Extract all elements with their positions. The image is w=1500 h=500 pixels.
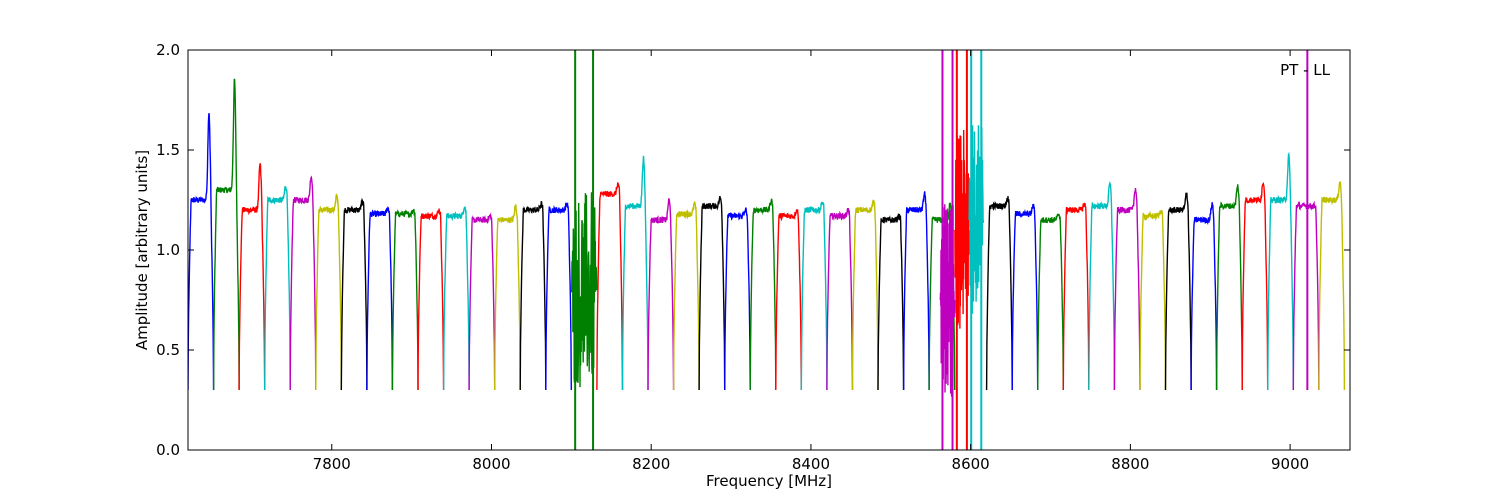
x-tick-label: 7800: [313, 455, 351, 473]
channel-trace: [264, 186, 291, 391]
channel-trace: [724, 207, 751, 391]
channel-trace: [494, 203, 521, 391]
channel-trace: [366, 206, 394, 391]
y-tick-label: 0.0: [156, 441, 180, 459]
channel-trace: [1190, 202, 1218, 391]
channel-trace: [1292, 200, 1320, 391]
channel-trace: [188, 112, 215, 391]
channel-trace: [1113, 188, 1141, 391]
series-layer: [188, 50, 1346, 450]
channel-trace: [1088, 181, 1116, 391]
channel-trace: [340, 197, 368, 391]
channel-trace: [1139, 210, 1167, 391]
x-tick-label: 8000: [472, 455, 510, 473]
y-tick-label: 1.5: [156, 141, 180, 159]
channel-trace: [468, 212, 496, 391]
x-tick-label: 8800: [1111, 455, 1149, 473]
channel-trace: [519, 200, 547, 391]
channel-trace: [1011, 203, 1039, 391]
x-axis: 7800 8000 8200 8400 8600 8800 9000: [313, 50, 1309, 473]
channel-trace: [1062, 202, 1090, 391]
channel-trace: [212, 78, 240, 391]
x-tick-label: 8200: [632, 455, 670, 473]
channel-trace: [749, 198, 777, 391]
channel-trace: [902, 191, 930, 391]
channel-trace: [289, 175, 317, 391]
channel-trace: [315, 193, 342, 391]
channel-trace: [545, 202, 572, 391]
channel-trace: [698, 195, 726, 391]
channel-trace: [1318, 180, 1346, 391]
channel-trace: [1164, 192, 1192, 391]
y-tick-label: 1.0: [156, 241, 180, 259]
channel-trace: [851, 199, 879, 391]
baseline-annotation: PT - LL: [1280, 61, 1331, 79]
y-axis: 0.0 0.5 1.0 1.5 2.0: [156, 41, 1350, 459]
channel-trace: [1267, 151, 1294, 391]
plot-frame: [187, 49, 1351, 451]
channel-trace: [391, 208, 419, 391]
channel-trace: [442, 206, 470, 391]
x-tick-label: 8400: [792, 455, 830, 473]
channel-trace: [1241, 182, 1269, 391]
channel-trace: [647, 198, 675, 391]
x-axis-label: Frequency [MHz]: [706, 472, 832, 490]
channel-trace: [826, 207, 854, 391]
y-axis-label: Amplitude [arbitrary units]: [133, 150, 151, 350]
channel-trace: [672, 201, 700, 391]
channel-trace: [596, 182, 624, 391]
channel-trace: [1037, 213, 1064, 391]
x-tick-label: 8600: [952, 455, 990, 473]
channel-trace: [1215, 184, 1243, 391]
channel-trace: [621, 155, 649, 391]
channel-trace: [238, 163, 266, 391]
channel-trace: [877, 213, 905, 391]
y-tick-label: 2.0: [156, 41, 180, 59]
channel-trace: [417, 208, 445, 391]
channel-trace: [800, 201, 828, 391]
channel-trace: [775, 209, 802, 391]
channel-trace: [985, 196, 1013, 391]
x-tick-label: 9000: [1271, 455, 1309, 473]
y-tick-label: 0.5: [156, 341, 180, 359]
